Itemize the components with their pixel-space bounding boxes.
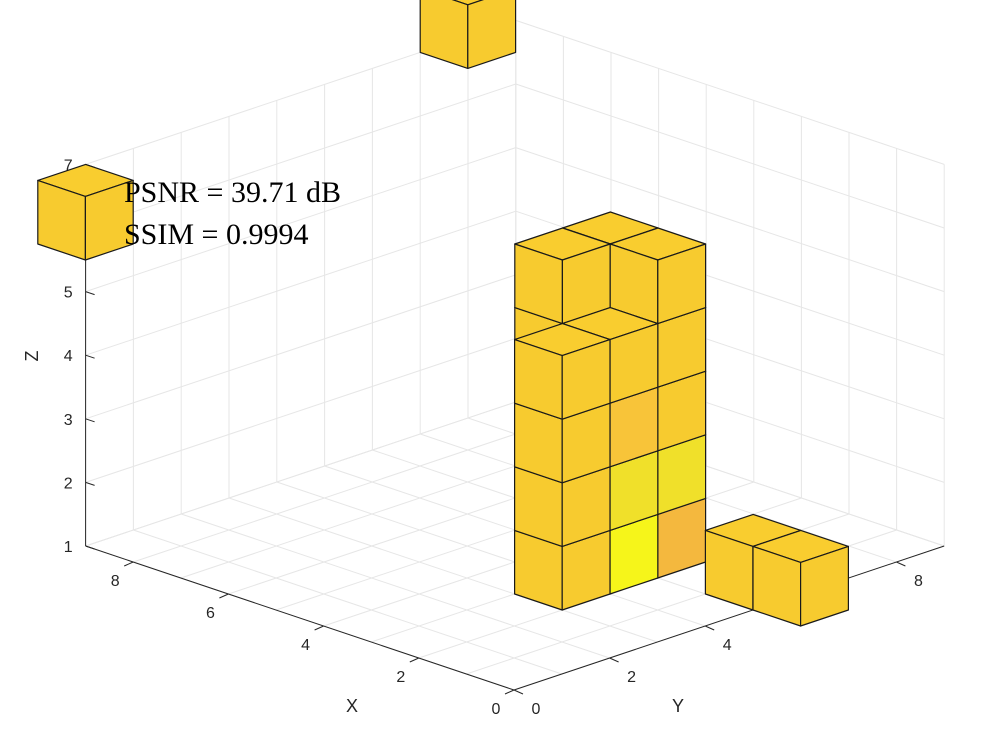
voxel-cubes: [37, 0, 850, 627]
z-tick-label: 4: [64, 348, 73, 365]
z-tick-mark: [85, 354, 95, 359]
grid-line: [85, 401, 516, 547]
y-tick-label: 4: [723, 637, 732, 654]
grid-line: [85, 210, 516, 356]
grid-line: [515, 147, 945, 293]
voxel-left-face: [419, 0, 469, 70]
grid-line: [228, 497, 658, 643]
voxel: [514, 227, 611, 325]
grid-line: [276, 481, 706, 627]
voxel: [609, 227, 707, 325]
voxel-right-face: [657, 243, 707, 325]
voxel: [513, 323, 611, 420]
grid-line: [85, 147, 516, 293]
voxel-right-face: [84, 179, 134, 261]
grid-line: [181, 513, 610, 659]
grid-line: [133, 529, 562, 675]
y-tick-label: 8: [914, 573, 923, 590]
y-tick-label: 0: [532, 701, 541, 718]
psnr-annotation: PSNR = 39.71 dB: [124, 176, 341, 209]
voxel: [419, 0, 517, 70]
x-tick-label: 2: [396, 669, 405, 686]
y-tick-label: 2: [627, 669, 636, 686]
y-axis-label: Y: [672, 696, 684, 716]
grid-line: [85, 274, 516, 420]
x-tick-mark: [314, 625, 324, 631]
grid-line: [85, 337, 516, 483]
y-tick-mark: [513, 689, 524, 695]
z-tick-mark: [85, 418, 95, 423]
x-tick-mark: [123, 561, 134, 567]
x-tick-label: 4: [301, 637, 310, 654]
x-axis-line: [85, 545, 515, 691]
grid-line: [133, 417, 564, 563]
x-tick-label: 8: [111, 573, 120, 590]
voxel: [752, 529, 850, 627]
x-axis-label: X: [346, 696, 358, 716]
y-tick-mark: [896, 561, 906, 567]
x-tick-mark: [409, 657, 420, 663]
z-tick-label: 2: [64, 475, 73, 492]
grid-line: [515, 83, 945, 229]
z-axis-label: Z: [22, 351, 42, 362]
z-tick-mark: [85, 291, 95, 296]
z-tick-label: 5: [64, 285, 73, 302]
voxel-right-face: [467, 0, 517, 70]
grid-line: [515, 19, 945, 165]
z-tick-mark: [85, 481, 95, 486]
voxel: [37, 163, 134, 261]
y-tick-mark: [609, 657, 619, 663]
voxel-right-face: [799, 545, 850, 627]
grid-line: [85, 83, 516, 229]
z-tick-mark: [85, 545, 95, 550]
voxel-right-face: [561, 339, 611, 420]
x-tick-mark: [219, 593, 229, 599]
x-tick-label: 0: [492, 701, 501, 718]
ssim-annotation: SSIM = 0.9994: [124, 218, 308, 251]
x-tick-mark: [504, 689, 515, 695]
z-tick-label: 7: [64, 157, 73, 174]
y-axis-line: [513, 545, 945, 691]
z-tick-label: 1: [64, 539, 73, 556]
z-tick-label: 3: [64, 412, 73, 429]
y-tick-mark: [704, 625, 715, 631]
x-tick-label: 6: [206, 605, 215, 622]
